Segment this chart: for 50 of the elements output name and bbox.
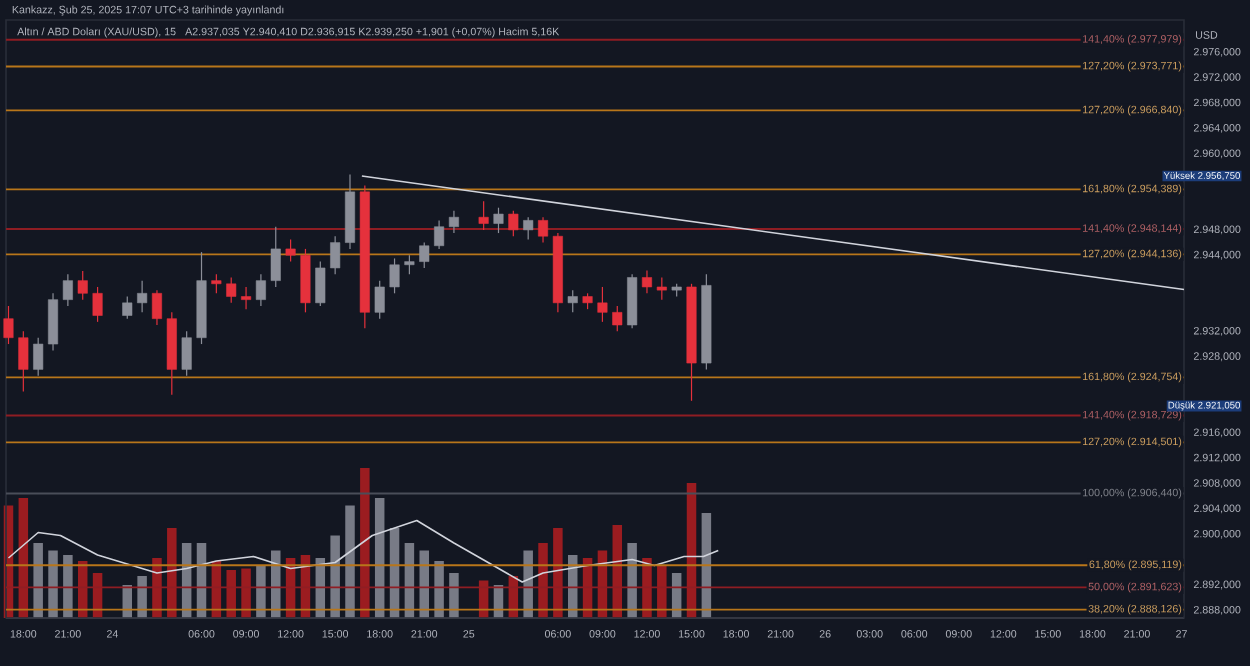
bar — [419, 550, 429, 618]
candlestick — [567, 289, 578, 313]
candlestick — [330, 235, 341, 275]
candlestick — [92, 286, 103, 323]
candlestick — [627, 273, 638, 329]
bar — [449, 573, 459, 618]
candlestick — [226, 276, 237, 304]
bar — [63, 555, 73, 618]
candlestick — [523, 216, 534, 240]
candlestick — [641, 269, 652, 294]
candlestick — [493, 207, 504, 234]
candlestick — [285, 238, 296, 263]
candlestick — [255, 273, 266, 307]
candlestick — [656, 276, 667, 301]
candlestick — [434, 219, 445, 250]
candlestick — [211, 273, 222, 294]
bar — [256, 565, 266, 618]
candlestick — [181, 330, 192, 377]
candlestick — [315, 261, 326, 307]
bar — [434, 561, 444, 618]
candlestick — [33, 337, 44, 377]
candlestick — [151, 289, 162, 326]
candlestick — [77, 270, 88, 301]
bar — [271, 550, 281, 618]
candlestick — [18, 330, 29, 393]
candlestick — [300, 248, 311, 313]
candlestick — [448, 210, 459, 234]
candlestick — [389, 257, 400, 294]
bar — [345, 505, 355, 618]
candlestick — [270, 226, 281, 288]
bar — [627, 543, 637, 618]
bar — [33, 543, 43, 618]
candlestick — [419, 241, 430, 269]
candlestick — [62, 273, 73, 307]
bar — [330, 535, 340, 618]
candlestick — [404, 254, 415, 275]
candlestick — [478, 200, 489, 231]
bar — [137, 576, 147, 618]
candlestick — [48, 292, 59, 351]
bar — [48, 550, 58, 618]
bar — [523, 550, 533, 618]
candlestick — [597, 286, 608, 323]
candlestick — [508, 210, 519, 237]
candlestick — [3, 305, 14, 345]
candlestick — [538, 216, 549, 244]
candlestick — [122, 295, 133, 320]
candlestick — [241, 286, 252, 310]
candlestick — [612, 305, 623, 332]
candlestick — [137, 280, 148, 313]
candlestick — [374, 280, 385, 320]
